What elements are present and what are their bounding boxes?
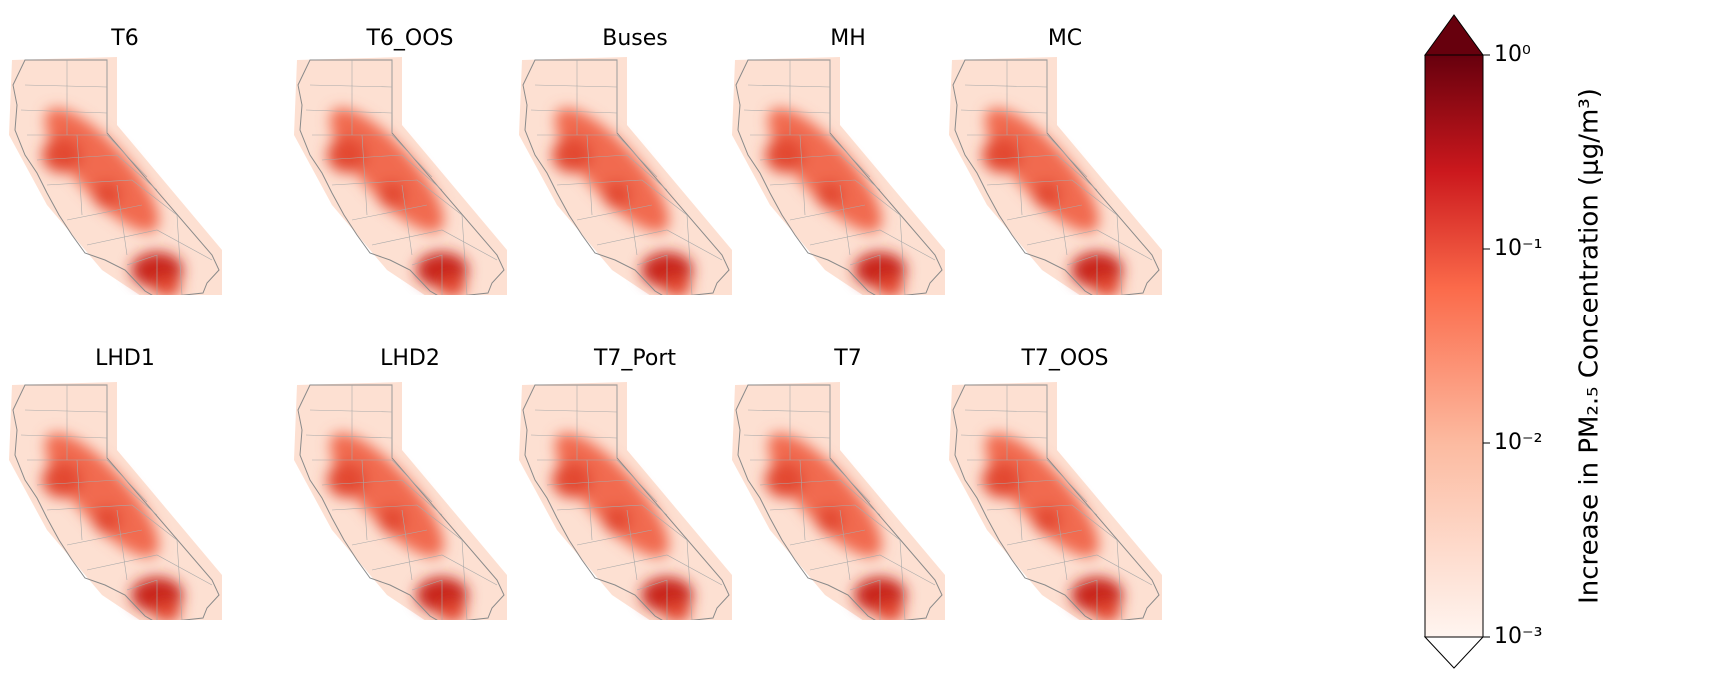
panel-title: T7_Port: [593, 346, 676, 371]
panel-title: LHD2: [380, 346, 440, 371]
map-panel: T7: [732, 346, 945, 625]
panel-title: LHD1: [95, 346, 155, 371]
heat-field: [732, 57, 945, 300]
colorbar-extend-min: [1423, 636, 1485, 669]
panel-title: MH: [830, 26, 866, 51]
panel-title: MC: [1048, 26, 1082, 51]
map-panel: T6: [9, 26, 222, 300]
map-panel: LHD2: [294, 346, 507, 625]
panel-title: Buses: [602, 26, 668, 51]
map-panel: LHD1: [9, 346, 222, 625]
map-panel: MH: [732, 26, 945, 300]
heat-field: [294, 382, 507, 625]
colorbar-tick-label: 10⁻²: [1494, 430, 1542, 455]
heat-field: [732, 382, 945, 625]
colorbar: Increase in PM₂.₅ Concentration (μg/m³) …: [1423, 14, 1605, 669]
panel-title: T7_OOS: [1020, 346, 1108, 371]
colorbar-tick-label: 10⁻¹: [1494, 236, 1542, 261]
panel-title: T7: [833, 346, 861, 371]
colorbar-body: [1424, 54, 1484, 638]
map-panel: Buses: [519, 26, 732, 300]
colorbar-tick-label: 10⁰: [1494, 42, 1531, 67]
heat-field: [9, 57, 222, 300]
map-panel: T6_OOS: [294, 26, 507, 300]
map-panel: T7_OOS: [949, 346, 1162, 625]
heat-field: [949, 382, 1162, 625]
panels: T6 T6_OOS Buses MH MC LHD1 LHD2 T7_Port …: [9, 26, 1162, 625]
map-panel: T7_Port: [519, 346, 732, 625]
colorbar-label: Increase in PM₂.₅ Concentration (μg/m³): [1575, 88, 1605, 604]
panel-title: T6_OOS: [365, 26, 453, 51]
panel-title: T6: [110, 26, 138, 51]
map-panel: MC: [949, 26, 1162, 300]
heat-field: [949, 57, 1162, 300]
colorbar-tick-label: 10⁻³: [1494, 624, 1542, 649]
heat-field: [519, 382, 732, 625]
colorbar-extend-max: [1424, 14, 1484, 56]
heat-field: [294, 57, 507, 300]
heat-field: [9, 382, 222, 625]
heat-field: [519, 57, 732, 300]
